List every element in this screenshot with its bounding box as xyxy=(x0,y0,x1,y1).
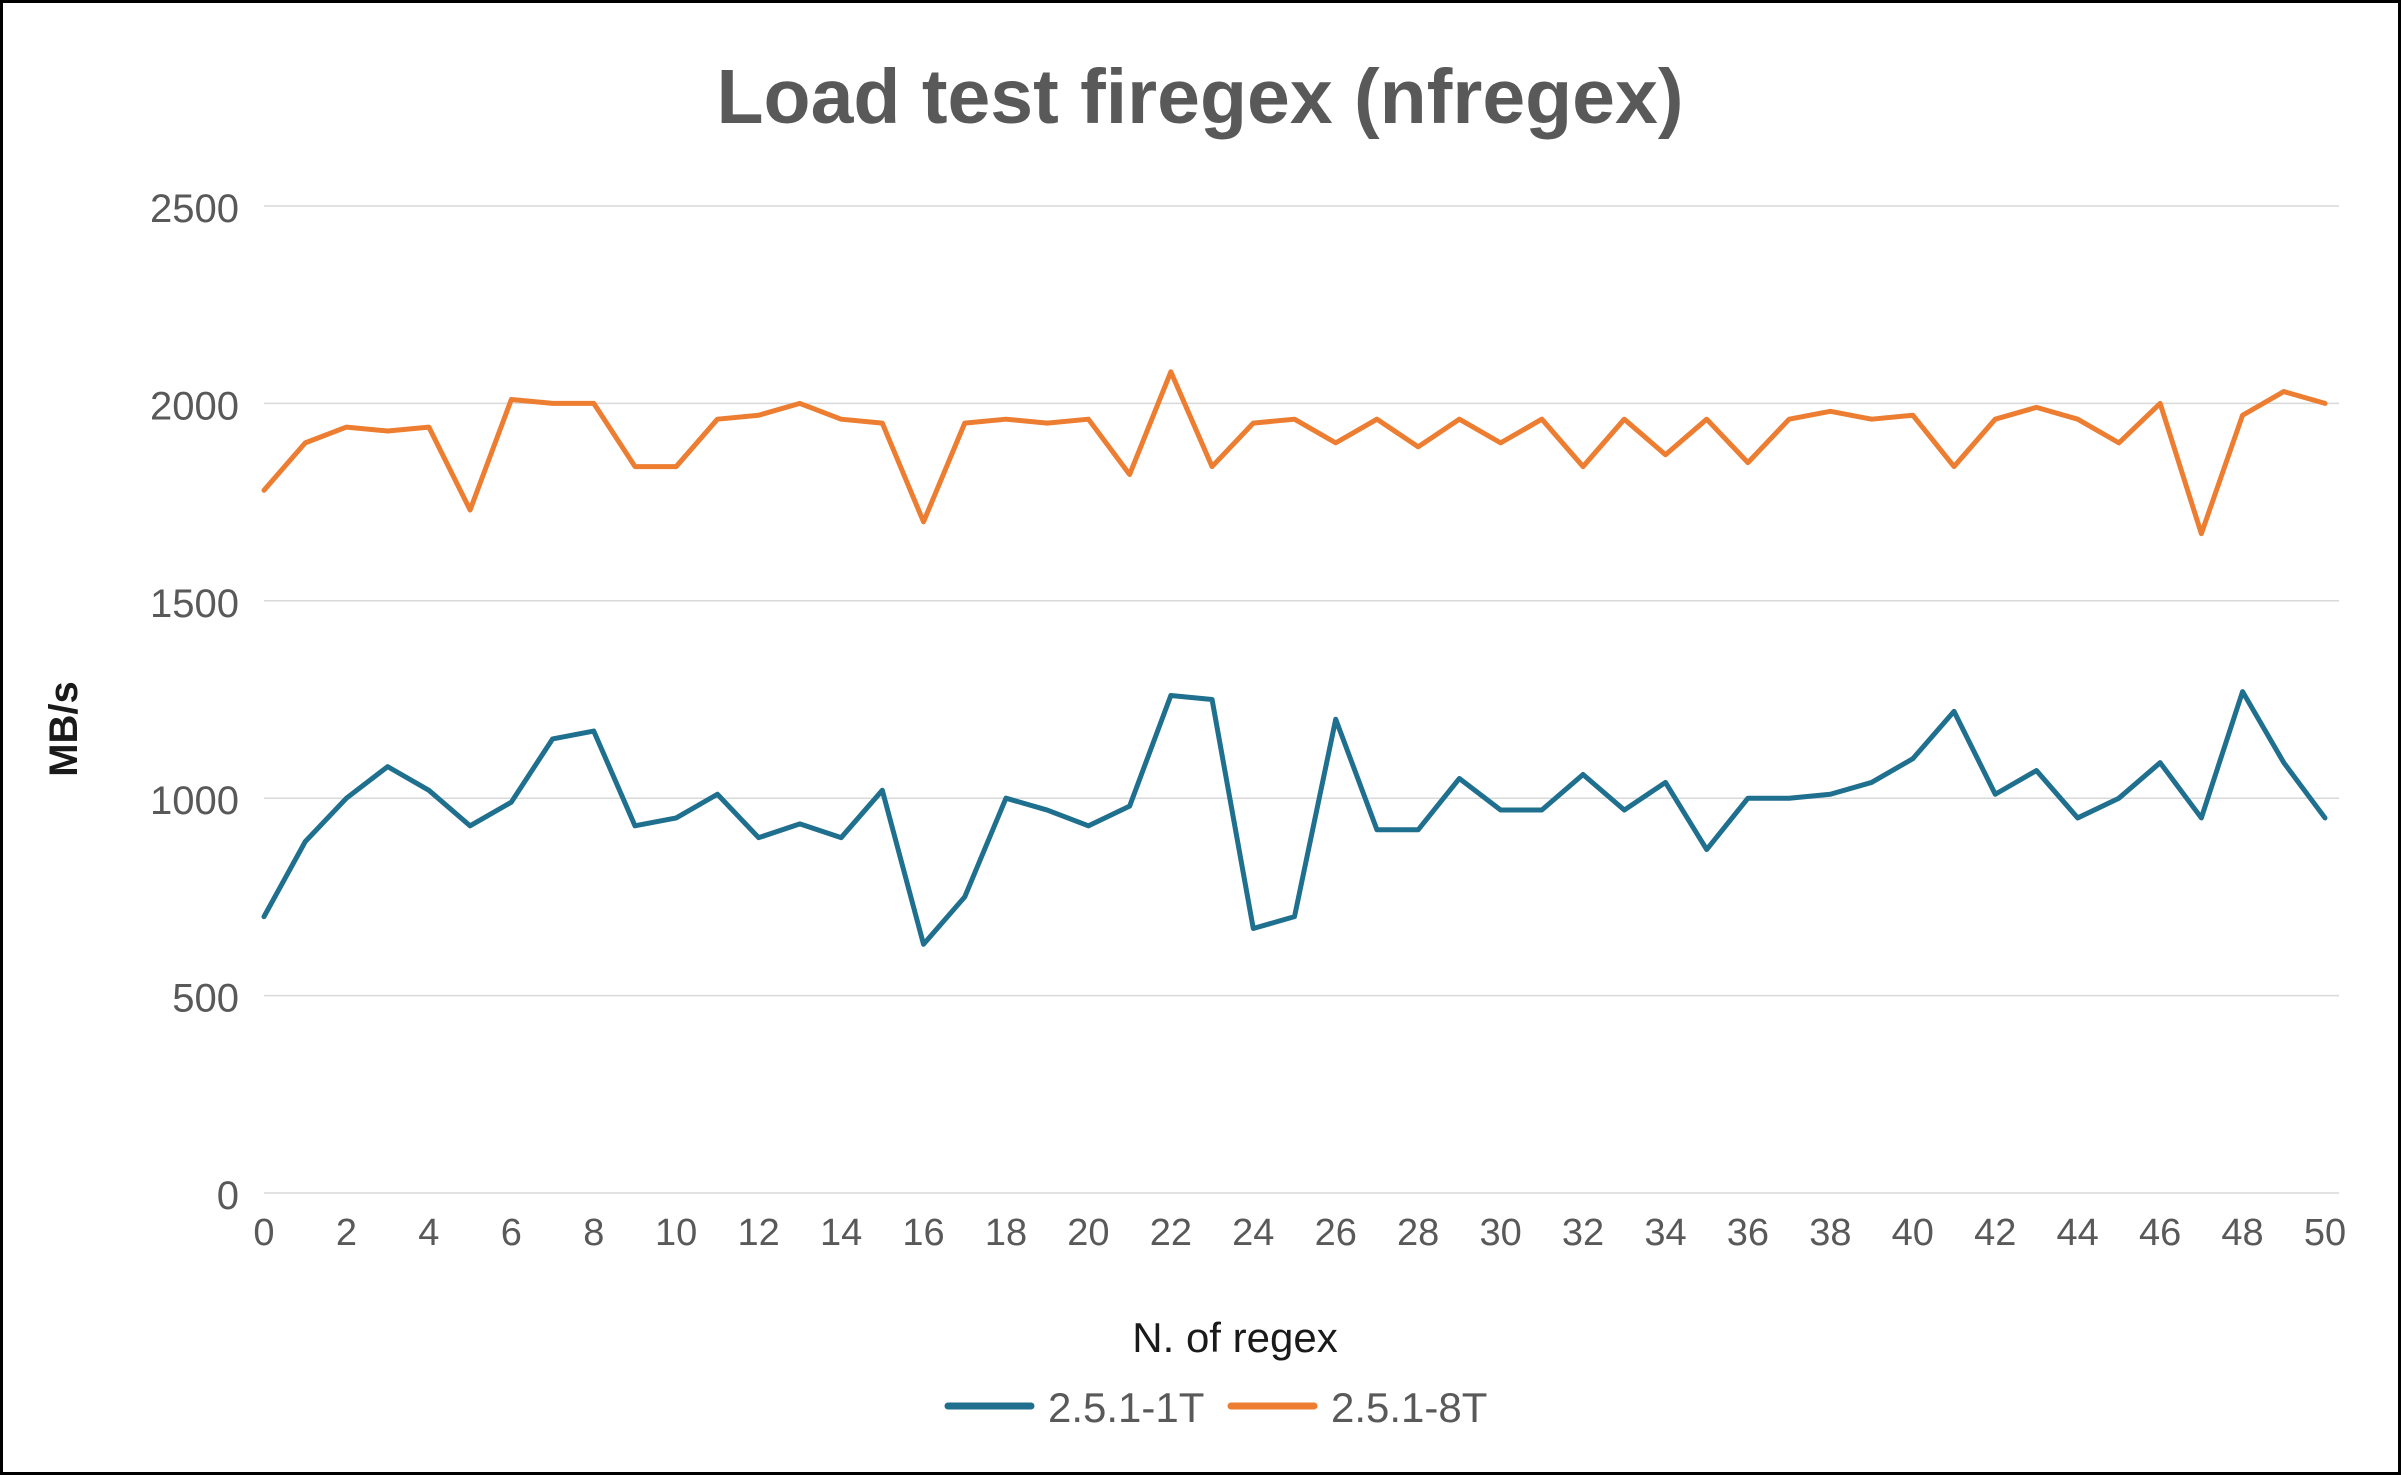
svg-text:48: 48 xyxy=(2221,1212,2263,1254)
svg-text:46: 46 xyxy=(2139,1212,2181,1254)
svg-text:22: 22 xyxy=(1150,1212,1192,1254)
svg-text:18: 18 xyxy=(985,1212,1027,1254)
svg-text:30: 30 xyxy=(1479,1212,1521,1254)
svg-text:38: 38 xyxy=(1809,1212,1851,1254)
svg-text:500: 500 xyxy=(172,977,239,1021)
svg-text:32: 32 xyxy=(1562,1212,1604,1254)
svg-text:12: 12 xyxy=(737,1212,779,1254)
svg-text:16: 16 xyxy=(902,1212,944,1254)
svg-text:1500: 1500 xyxy=(150,582,239,626)
svg-text:50: 50 xyxy=(2304,1212,2346,1254)
svg-text:MB/s: MB/s xyxy=(42,681,86,777)
svg-text:42: 42 xyxy=(1974,1212,2016,1254)
svg-text:24: 24 xyxy=(1232,1212,1274,1254)
svg-text:10: 10 xyxy=(655,1212,697,1254)
svg-text:0: 0 xyxy=(253,1212,274,1254)
svg-text:Load test firegex (nfregex): Load test firegex (nfregex) xyxy=(717,54,1684,140)
svg-text:6: 6 xyxy=(501,1212,522,1254)
svg-text:1000: 1000 xyxy=(150,779,239,823)
svg-text:20: 20 xyxy=(1067,1212,1109,1254)
svg-text:2.5.1-1T: 2.5.1-1T xyxy=(1048,1384,1204,1431)
svg-text:2.5.1-8T: 2.5.1-8T xyxy=(1331,1384,1487,1431)
svg-text:28: 28 xyxy=(1397,1212,1439,1254)
svg-text:2: 2 xyxy=(336,1212,357,1254)
svg-text:14: 14 xyxy=(820,1212,862,1254)
svg-text:8: 8 xyxy=(583,1212,604,1254)
svg-text:36: 36 xyxy=(1727,1212,1769,1254)
svg-text:2000: 2000 xyxy=(150,384,239,428)
svg-text:34: 34 xyxy=(1644,1212,1686,1254)
svg-text:4: 4 xyxy=(418,1212,439,1254)
svg-text:26: 26 xyxy=(1315,1212,1357,1254)
svg-text:44: 44 xyxy=(2057,1212,2099,1254)
svg-text:0: 0 xyxy=(217,1174,239,1218)
svg-text:N. of regex: N. of regex xyxy=(1132,1314,1337,1361)
svg-text:40: 40 xyxy=(1892,1212,1934,1254)
svg-text:2500: 2500 xyxy=(150,187,239,231)
